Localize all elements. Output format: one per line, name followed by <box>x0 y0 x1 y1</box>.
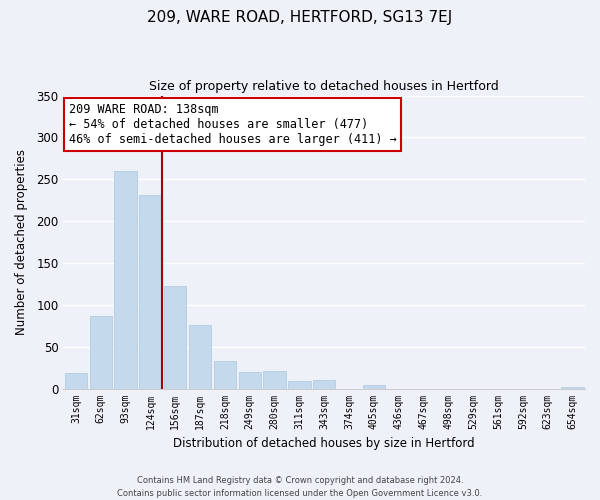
Text: 209 WARE ROAD: 138sqm
← 54% of detached houses are smaller (477)
46% of semi-det: 209 WARE ROAD: 138sqm ← 54% of detached … <box>68 103 397 146</box>
Bar <box>189 325 211 388</box>
Text: 209, WARE ROAD, HERTFORD, SG13 7EJ: 209, WARE ROAD, HERTFORD, SG13 7EJ <box>148 10 452 25</box>
Bar <box>313 380 335 388</box>
Bar <box>139 195 161 388</box>
Bar <box>214 361 236 388</box>
Bar <box>288 381 311 388</box>
Bar <box>239 372 261 388</box>
Y-axis label: Number of detached properties: Number of detached properties <box>15 149 28 335</box>
Bar <box>164 286 187 388</box>
X-axis label: Distribution of detached houses by size in Hertford: Distribution of detached houses by size … <box>173 437 475 450</box>
Bar <box>363 385 385 388</box>
Bar <box>89 316 112 388</box>
Bar <box>115 171 137 388</box>
Text: Contains HM Land Registry data © Crown copyright and database right 2024.
Contai: Contains HM Land Registry data © Crown c… <box>118 476 482 498</box>
Title: Size of property relative to detached houses in Hertford: Size of property relative to detached ho… <box>149 80 499 93</box>
Bar <box>65 372 87 388</box>
Bar <box>263 371 286 388</box>
Bar <box>562 387 584 388</box>
